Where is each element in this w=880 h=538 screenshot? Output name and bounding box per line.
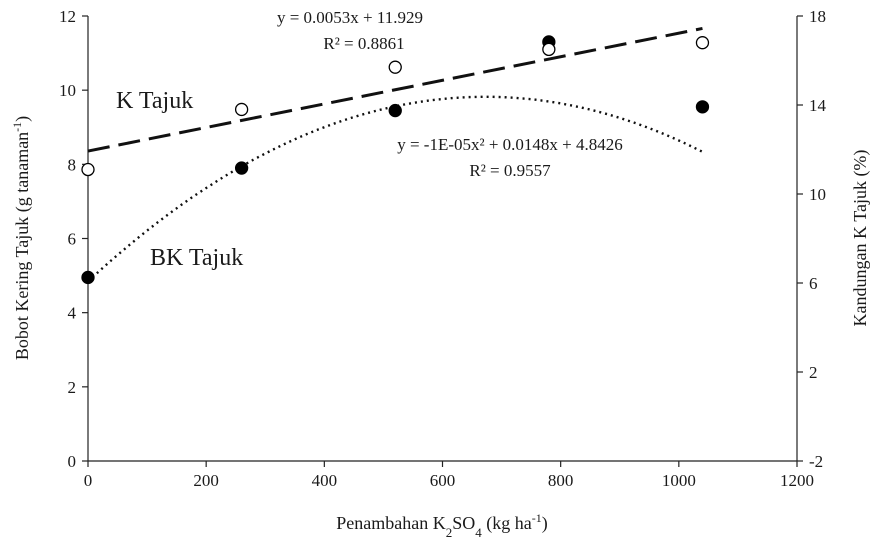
y2-tick-label: 6 [809,274,818,293]
y2-tick-label: 10 [809,185,826,204]
y-tick-label: 10 [59,81,76,100]
x-tick-label: 1000 [662,471,696,490]
bk-tajuk-point [234,161,249,175]
k-tajuk-series-label: K Tajuk [116,88,193,114]
x-tick-label: 0 [84,471,93,490]
bk-tajuk-r2: R² = 0.9557 [469,161,551,180]
x-title-part-1: Penambahan K [336,513,445,533]
k-tajuk-equation: y = 0.0053x + 11.929 [277,8,423,27]
x-axis-title: Penambahan K2SO4 (kg ha-1) [336,511,547,538]
k-tajuk-point [81,162,95,177]
x-tick-label: 400 [312,471,338,490]
x-tick-label: 1200 [780,471,814,490]
bk-tajuk-point [695,100,710,114]
k-tajuk-point [695,36,710,50]
x-title-part-4: ) [542,513,548,534]
y-tick-label: 4 [68,304,77,323]
y-tick-label: 0 [68,452,77,471]
y-tick-label: 12 [59,7,76,26]
tick-group: 0 200 400 600 800 1000 1200 0 2 4 6 8 10 12 -2 2 6 10 14 18 [59,7,827,490]
y2-tick-label: 18 [809,7,826,26]
k-tajuk-r2: R² = 0.8861 [323,34,404,53]
k-tajuk-point [388,60,402,74]
y2-tick-label: -2 [809,452,823,471]
x-title-sup: -1 [532,511,542,525]
x-tick-label: 800 [548,471,574,490]
bk-tajuk-point [81,270,95,285]
y2-tick-label: 14 [809,96,827,115]
x-tick-label: 200 [193,471,219,490]
y-title-part-1: Bobot Kering Tajuk (g tanaman [12,132,33,360]
x-tick-label: 600 [430,471,456,490]
y-tick-label: 8 [68,155,77,174]
bk-tajuk-series-label: BK Tajuk [150,245,243,271]
trendline-group [87,26,704,283]
y-title-sup: -1 [10,122,24,132]
bk-tajuk-point [388,103,402,118]
y-axis-right-title: Kandungan K Tajuk (%) [850,150,871,327]
points-group [81,35,710,285]
x-title-sub-4: 4 [475,525,482,538]
x-title-part-2: SO [452,513,475,533]
x-title-part-3: (kg ha [482,513,532,534]
bk-tajuk-trendline [87,95,704,283]
k-tajuk-point [234,102,249,117]
y-title-part-2: ) [12,116,33,122]
k-tajuk-trendline [87,26,703,153]
y-tick-label: 6 [68,230,77,249]
k-tajuk-point [542,42,556,57]
y-axis-left-title: Bobot Kering Tajuk (g tanaman-1) [10,116,33,360]
y-tick-label: 2 [68,378,77,397]
y2-tick-label: 2 [809,363,818,382]
x-title-sub-2: 2 [446,525,453,538]
bk-tajuk-equation: y = -1E-05x² + 0.0148x + 4.8426 [397,135,623,154]
